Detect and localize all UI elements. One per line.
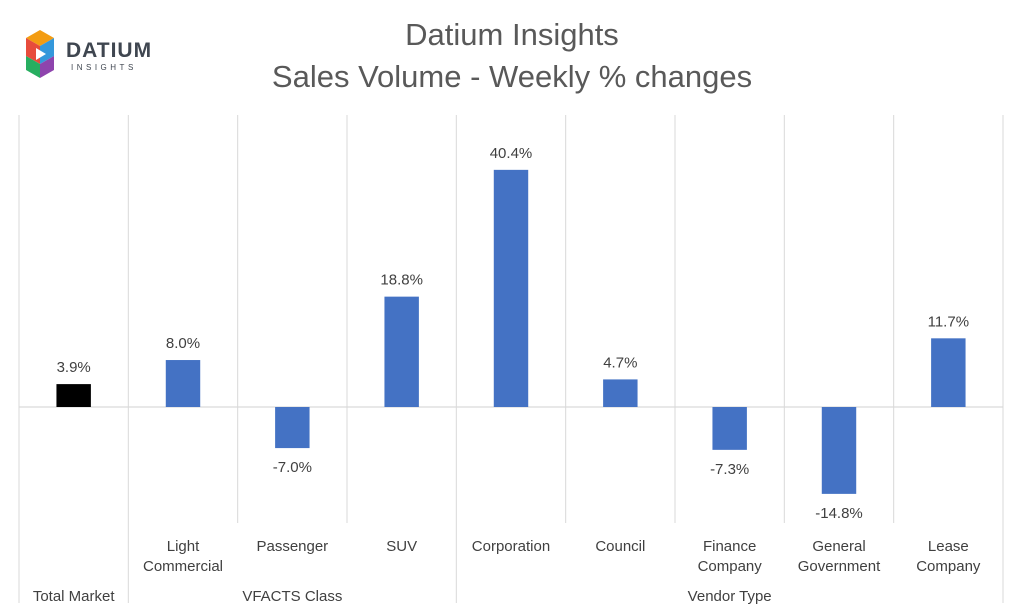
bar <box>56 384 91 407</box>
category-tick-label: Commercial <box>143 558 223 575</box>
data-label: 11.7% <box>928 313 969 330</box>
bar <box>493 169 529 407</box>
category-tick-label: Passenger <box>256 538 328 555</box>
group-label: Vendor Type <box>688 588 772 605</box>
category-tick-label: Government <box>798 558 881 575</box>
category-tick-label: Lease <box>928 538 969 555</box>
data-label: -7.3% <box>710 461 749 478</box>
data-label: -14.8% <box>815 505 863 522</box>
bar <box>165 360 201 407</box>
category-tick-label: Light <box>167 538 200 555</box>
chart-subtitle: Sales Volume - Weekly % changes <box>272 59 752 94</box>
bar <box>603 379 638 407</box>
category-tick-label: Council <box>595 538 645 555</box>
data-label: 3.9% <box>57 359 91 376</box>
bar <box>384 296 419 407</box>
category-tick-label: General <box>812 538 865 555</box>
category-tick-label: Company <box>698 558 763 575</box>
bar <box>821 407 857 494</box>
data-label: 4.7% <box>603 354 637 371</box>
data-label: 18.8% <box>380 272 423 289</box>
bar <box>712 407 747 450</box>
category-tick-label: SUV <box>386 538 417 555</box>
group-label: VFACTS Class <box>242 588 342 605</box>
datium-logo: DATIUM INSIGHTS <box>22 26 172 86</box>
datium-logo-mark-icon <box>26 30 54 78</box>
data-label: 40.4% <box>490 145 533 162</box>
logo-sub: INSIGHTS <box>71 63 137 72</box>
category-tick-label: Finance <box>703 538 756 555</box>
data-label: -7.0% <box>273 459 312 476</box>
data-label: 8.0% <box>166 335 200 352</box>
bar <box>275 407 310 449</box>
bar <box>931 338 966 407</box>
category-tick-label: Company <box>916 558 981 575</box>
category-tick-label: Total Market <box>33 588 116 605</box>
chart-title: Datium Insights <box>405 17 619 52</box>
logo-word: DATIUM <box>66 39 152 62</box>
category-tick-label: Corporation <box>472 538 550 555</box>
